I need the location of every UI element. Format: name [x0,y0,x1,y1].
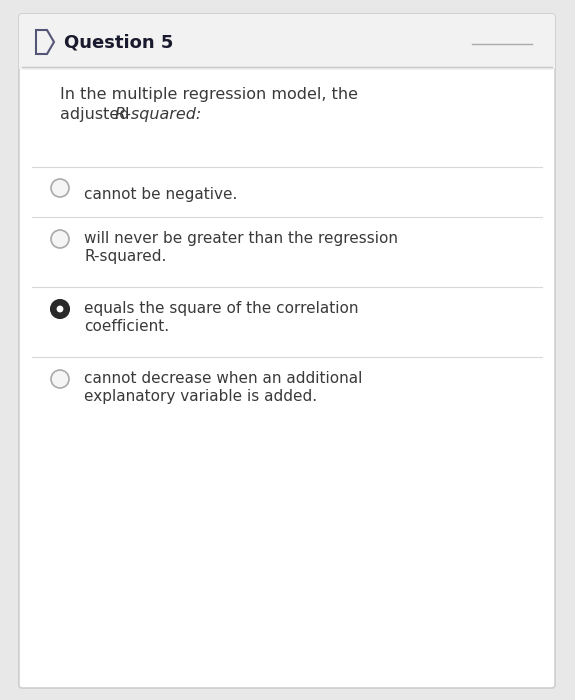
Text: coefficient.: coefficient. [84,319,169,334]
Text: In the multiple regression model, the: In the multiple regression model, the [60,87,358,102]
Circle shape [51,179,69,197]
Text: Question 5: Question 5 [64,33,174,51]
Text: R-squared:: R-squared: [115,107,202,122]
Text: R-squared.: R-squared. [84,249,166,264]
FancyBboxPatch shape [19,14,555,688]
Text: adjusted: adjusted [60,107,135,122]
Text: cannot be negative.: cannot be negative. [84,187,237,202]
Circle shape [51,230,69,248]
Text: will never be greater than the regression: will never be greater than the regressio… [84,231,398,246]
Circle shape [51,300,69,318]
Text: explanatory variable is added.: explanatory variable is added. [84,389,317,404]
Text: equals the square of the correlation: equals the square of the correlation [84,301,358,316]
Text: cannot decrease when an additional: cannot decrease when an additional [84,371,362,386]
Circle shape [56,306,63,312]
FancyBboxPatch shape [19,14,555,70]
Circle shape [51,370,69,388]
Bar [22,42,552,67]
